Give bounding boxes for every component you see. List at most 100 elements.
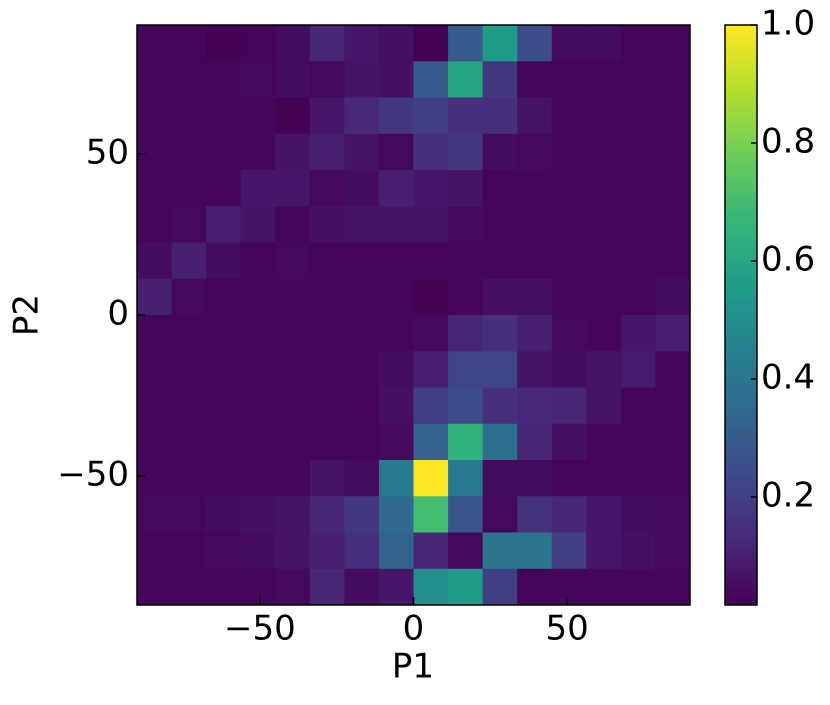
heatmap-cell (551, 97, 587, 135)
colorbar-segment (725, 395, 757, 401)
heatmap-cell (137, 97, 173, 135)
heatmap-cell (171, 532, 207, 570)
heatmap-cell (275, 423, 311, 461)
heatmap-cell (240, 206, 276, 243)
heatmap-cell (378, 242, 414, 280)
heatmap-cell (344, 61, 380, 98)
heatmap-cell (586, 133, 622, 171)
heatmap-cell (344, 25, 380, 62)
colorbar-segment (725, 545, 757, 551)
heatmap-cell (586, 315, 622, 352)
heatmap-cell (309, 496, 345, 533)
colorbar-segment (725, 595, 757, 601)
colorbar-segment (725, 320, 757, 326)
heatmap-cell (309, 25, 345, 62)
heatmap-cell (378, 206, 414, 243)
colorbar-segment (725, 65, 757, 71)
colorbar-segment (725, 505, 757, 511)
heatmap-cell (655, 423, 691, 461)
heatmap-cell (240, 170, 276, 207)
colorbar-segment (725, 590, 757, 596)
heatmap-cell (517, 170, 553, 207)
heatmap-cell (517, 97, 553, 135)
heatmap-cell (171, 170, 207, 207)
colorbar-tick-label: 0.4 (761, 358, 815, 398)
colorbar-segment (725, 355, 757, 361)
colorbar-segment (725, 90, 757, 96)
heatmap-cell (309, 61, 345, 98)
heatmap-cell (240, 133, 276, 171)
colorbar-segment (725, 435, 757, 441)
heatmap-cell (620, 387, 656, 425)
heatmap-cell (378, 170, 414, 207)
colorbar-segment (725, 85, 757, 91)
heatmap-cell (517, 133, 553, 171)
heatmap-cell (275, 133, 311, 171)
heatmap-cell (517, 423, 553, 461)
heatmap-cell (206, 278, 242, 316)
colorbar-segment (725, 515, 757, 521)
heatmap-cell (206, 242, 242, 280)
heatmap-cell (620, 61, 656, 98)
heatmap-cell (137, 206, 173, 243)
heatmap-cell (551, 351, 587, 388)
heatmap-cell (517, 387, 553, 425)
heatmap-cell (482, 387, 518, 425)
colorbar-segment (725, 170, 757, 176)
heatmap-cell (171, 496, 207, 533)
heatmap-cell (482, 278, 518, 316)
colorbar-segment (725, 245, 757, 251)
heatmap-cell (448, 170, 484, 207)
heatmap-cell (275, 61, 311, 98)
heatmap-cell (586, 206, 622, 243)
heatmap-cell (655, 460, 691, 497)
colorbar-segment (725, 305, 757, 311)
heatmap-cell (275, 460, 311, 497)
heatmap-cell (586, 25, 622, 62)
heatmap-cell (620, 206, 656, 243)
heatmap-cell (206, 568, 242, 606)
colorbar-segment (725, 480, 757, 486)
heatmap-cell (620, 315, 656, 352)
heatmap-cell (171, 25, 207, 62)
colorbar-segment (725, 25, 757, 31)
colorbar-segment (725, 75, 757, 81)
heatmap-cell (620, 532, 656, 570)
heatmap-cell (517, 315, 553, 352)
heatmap-cell (137, 242, 173, 280)
heatmap-cell (206, 315, 242, 352)
colorbar-segment (725, 405, 757, 411)
heatmap-cell (551, 242, 587, 280)
heatmap-cell (344, 568, 380, 606)
x-tick-label: 50 (545, 609, 588, 649)
heatmap-cell (206, 170, 242, 207)
heatmap-cell (206, 133, 242, 171)
colorbar-segment (725, 490, 757, 496)
heatmap-cell (378, 387, 414, 425)
heatmap-cell (551, 133, 587, 171)
heatmap-cell (482, 206, 518, 243)
heatmap-cell (620, 170, 656, 207)
heatmap-cell (275, 25, 311, 62)
colorbar-segment (725, 210, 757, 216)
heatmap-cell (309, 242, 345, 280)
colorbar-segment (725, 330, 757, 336)
colorbar-segment (725, 200, 757, 206)
colorbar-segment (725, 375, 757, 381)
colorbar-segment (725, 380, 757, 386)
heatmap-cell (655, 133, 691, 171)
heatmap-cell (586, 351, 622, 388)
heatmap-cell (586, 97, 622, 135)
colorbar-segment (725, 60, 757, 66)
colorbar-segment (725, 365, 757, 371)
heatmap-cell (586, 278, 622, 316)
colorbar-segment (725, 385, 757, 391)
colorbar-segment (725, 160, 757, 166)
heatmap-cell (309, 278, 345, 316)
colorbar-segment (725, 335, 757, 341)
heatmap-cell (309, 97, 345, 135)
heatmap-cell (206, 460, 242, 497)
heatmap-cell (171, 315, 207, 352)
heatmap-cell (171, 97, 207, 135)
colorbar-segment (725, 265, 757, 271)
